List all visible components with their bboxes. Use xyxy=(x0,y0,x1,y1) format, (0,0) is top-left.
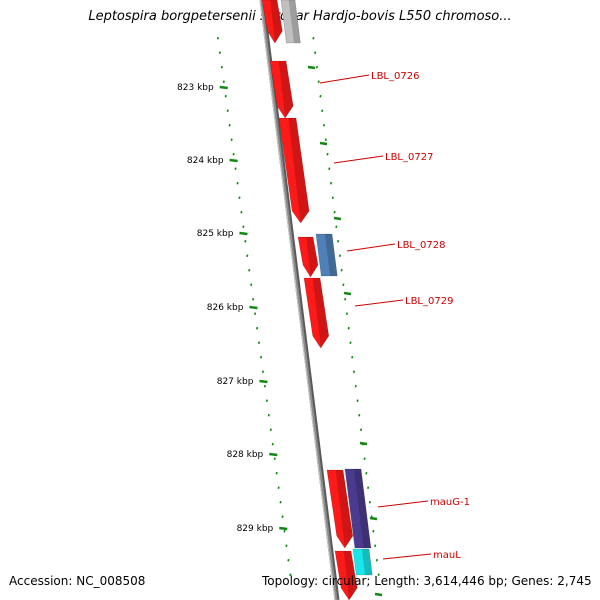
backbone-line xyxy=(259,0,338,600)
gene-label-leader xyxy=(333,155,384,164)
gene-arrow-short xyxy=(297,236,319,278)
ruler-tick-label: 823 kbp xyxy=(177,83,214,93)
gene-label-leader xyxy=(382,553,432,560)
gene-label: mauL xyxy=(433,550,461,561)
inner-major-tick xyxy=(369,516,378,521)
gene-label: mauG-1 xyxy=(430,497,470,508)
ruler-tick-label: 828 kbp xyxy=(227,450,264,460)
gene-label-leader xyxy=(319,74,370,84)
gene-arrow-lbl-0727 xyxy=(278,117,310,224)
gene-label-leader xyxy=(346,243,396,252)
gene-arrow-lower xyxy=(326,469,354,549)
ruler-tick-label: 826 kbp xyxy=(207,303,244,313)
topology-summary: Topology: circular; Length: 3,614,446 bp… xyxy=(262,574,592,588)
ruler-major-tick xyxy=(269,452,278,457)
inner-major-tick xyxy=(374,592,383,597)
gene-block-maul xyxy=(352,548,373,576)
gene-arrow-lbl-0726 xyxy=(269,60,294,119)
gene-labels: LBL_0726 LBL_0727 LBL_0728 LBL_0729 mauG-1 ma… xyxy=(319,71,470,561)
ruler-major-tick xyxy=(229,158,238,163)
ruler-tick-label: 824 kbp xyxy=(187,156,224,166)
gene-label-leader xyxy=(377,500,429,508)
inner-major-tick xyxy=(319,141,328,146)
gene-label-leader xyxy=(354,299,404,307)
map-title: Leptospira borgpetersenii serovar Hardjo… xyxy=(88,9,512,24)
gene-arrow-bottom xyxy=(334,550,358,600)
ruler-tick-label: 829 kbp xyxy=(237,524,274,534)
inner-major-tick xyxy=(307,65,316,70)
ruler-tick-label: 825 kbp xyxy=(197,229,234,239)
inner-major-tick xyxy=(343,291,352,296)
ruler-major-tick xyxy=(279,526,288,531)
chromosome-backbone xyxy=(259,0,340,600)
inner-major-tick xyxy=(359,441,368,446)
ruler-major-tick xyxy=(259,379,268,384)
ruler-tick-label: 827 kbp xyxy=(217,377,254,387)
accession-text: Accession: NC_008508 xyxy=(9,574,146,588)
inner-major-tick xyxy=(333,216,342,221)
gene-label: LBL_0728 xyxy=(397,240,445,251)
gene-label: LBL_0729 xyxy=(405,296,453,307)
backbone-highlight xyxy=(259,0,336,600)
gene-label: LBL_0727 xyxy=(385,152,433,163)
ruler-major-tick xyxy=(249,305,258,310)
gene-arrow-top xyxy=(261,0,283,44)
ruler-major-tick xyxy=(239,231,248,236)
gene-block-top-grey xyxy=(280,0,301,44)
gene-block-maug-1 xyxy=(344,468,372,549)
ruler-major-tick xyxy=(219,85,228,90)
gene-label: LBL_0726 xyxy=(371,71,419,82)
gene-features xyxy=(261,0,373,600)
gene-block-lbl-0728 xyxy=(315,233,338,277)
kbp-ruler: 823 kbp 824 kbp 825 kbp 826 kbp 827 kbp 828 k… xyxy=(177,36,383,597)
gene-arrow-lbl-0729 xyxy=(303,277,330,349)
